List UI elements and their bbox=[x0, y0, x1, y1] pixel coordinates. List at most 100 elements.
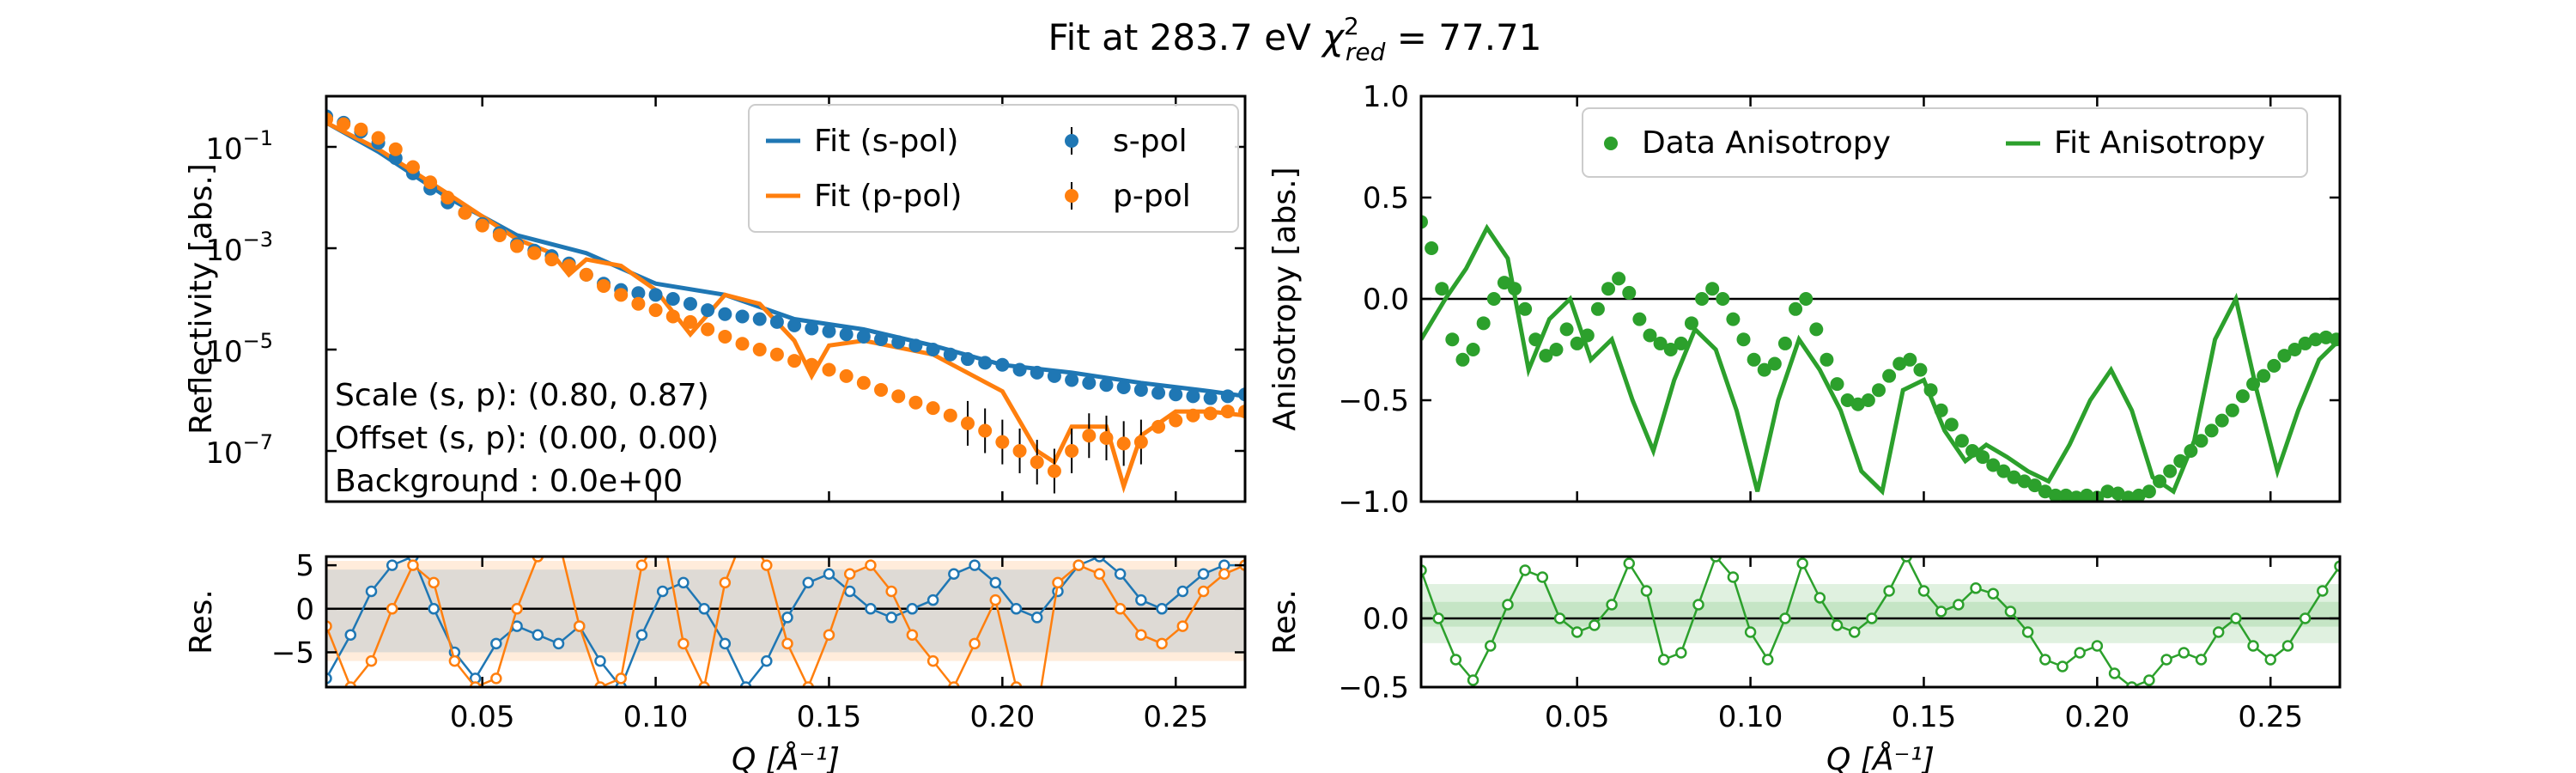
residual-point bbox=[2299, 612, 2312, 624]
data-point-p-pol bbox=[839, 368, 854, 383]
data-point-p-pol bbox=[908, 395, 923, 410]
x-tick-label: 0.15 bbox=[797, 700, 862, 734]
residual-point bbox=[1640, 585, 1653, 597]
data-anisotropy-point bbox=[2257, 368, 2271, 383]
data-point-s-pol bbox=[1203, 391, 1218, 405]
y-tick-label: −0.5 bbox=[1338, 671, 1409, 705]
data-anisotropy-point bbox=[1612, 271, 1626, 286]
data-anisotropy-point bbox=[1435, 282, 1449, 296]
x-tick-label: 0.15 bbox=[1892, 700, 1957, 734]
data-point-s-pol bbox=[1238, 387, 1245, 402]
data-anisotropy-point bbox=[2267, 358, 2281, 373]
data-point-p-pol bbox=[648, 303, 663, 318]
data-point-s-pol bbox=[1082, 375, 1097, 390]
data-point-p-pol bbox=[544, 253, 559, 267]
residual-point bbox=[927, 593, 939, 606]
data-point-p-pol bbox=[752, 343, 767, 356]
residual-anisotropy-plot-area bbox=[1421, 557, 2340, 687]
residual-point bbox=[1917, 585, 1930, 597]
residual-point bbox=[386, 559, 398, 571]
residual-point bbox=[698, 603, 710, 615]
data-point-p-pol bbox=[665, 309, 680, 324]
data-anisotropy-point bbox=[2038, 484, 2052, 499]
fit-annotation: Background : 0.0e+00 bbox=[335, 464, 683, 499]
residual-point bbox=[1762, 654, 1774, 666]
residual-point bbox=[1218, 568, 1230, 581]
residual-point bbox=[656, 585, 669, 598]
residual-point bbox=[761, 559, 773, 571]
data-anisotropy-point bbox=[2194, 434, 2208, 448]
data-anisotropy-point bbox=[1486, 292, 1501, 306]
data-point-p-pol bbox=[1169, 413, 1183, 428]
data-anisotropy-point bbox=[2059, 488, 2074, 502]
residual-point bbox=[2021, 626, 2034, 638]
y-tick-label: −5 bbox=[271, 636, 314, 670]
residual-point bbox=[594, 654, 606, 667]
data-point-s-pol bbox=[960, 352, 975, 367]
residual-point bbox=[1866, 612, 1878, 624]
anisotropy-panel: −1.0 −0.5 0.0 0.5 1.0 Anisotropy [abs.] Data A… bbox=[1267, 80, 2342, 520]
residual-reflectivity-plot-area bbox=[326, 557, 1245, 687]
residual-point bbox=[1072, 559, 1084, 571]
data-point-p-pol bbox=[510, 239, 525, 253]
data-anisotropy-point bbox=[1622, 285, 1637, 300]
y-tick-label: 0.0 bbox=[1363, 283, 1409, 317]
residual-point bbox=[1156, 603, 1168, 615]
residual-point bbox=[490, 673, 502, 685]
data-point-p-pol bbox=[354, 122, 368, 137]
residual-point bbox=[781, 637, 793, 650]
data-point-p-pol bbox=[562, 259, 576, 273]
data-anisotropy-point bbox=[2308, 332, 2323, 347]
figure-title: Fit at 283.7 eV χ2 red = 77.71 bbox=[1048, 12, 1542, 66]
data-anisotropy-point bbox=[2184, 444, 2198, 458]
data-point-s-pol bbox=[805, 321, 819, 336]
data-point-p-pol bbox=[614, 288, 629, 302]
x-tick-label: 0.05 bbox=[450, 700, 515, 734]
residual-reflectivity-panel: −5 0 5 0.05 0.10 0.15 0.20 0.25 Res. Q [Å⁻¹] bbox=[184, 549, 1247, 773]
data-point-s-pol bbox=[631, 286, 646, 301]
data-point-p-pol bbox=[631, 296, 646, 311]
data-point-p-pol bbox=[337, 117, 351, 131]
residual-point bbox=[1197, 568, 1210, 581]
data-anisotropy-point bbox=[2100, 484, 2115, 499]
data-anisotropy-point bbox=[2298, 336, 2312, 350]
fit-annotation: Scale (s, p): (0.80, 0.87) bbox=[335, 378, 709, 413]
y-tick-label: 0.5 bbox=[1363, 181, 1409, 216]
data-anisotropy-point bbox=[1767, 356, 1782, 371]
residual-point bbox=[865, 559, 877, 571]
data-point-p-pol bbox=[683, 314, 697, 329]
data-anisotropy-point bbox=[2080, 488, 2094, 502]
data-anisotropy-point bbox=[2121, 490, 2136, 502]
legend-marker-p-pol bbox=[1065, 189, 1078, 203]
x-axis-label: Q [Å⁻¹] bbox=[732, 740, 840, 773]
residual-point bbox=[843, 568, 856, 581]
data-anisotropy-point bbox=[2287, 343, 2302, 356]
residual-point bbox=[1553, 612, 1566, 624]
data-point-p-pol bbox=[440, 191, 455, 204]
data-point-p-pol bbox=[1133, 435, 1148, 449]
residual-point bbox=[1030, 612, 1043, 624]
residual-point bbox=[2195, 654, 2208, 666]
data-point-p-pol bbox=[597, 278, 611, 293]
data-anisotropy-point bbox=[2225, 403, 2239, 417]
data-point-p-pol bbox=[326, 112, 333, 126]
y-tick-label: 10−5 bbox=[205, 329, 273, 369]
residual-point bbox=[1657, 654, 1670, 666]
legend-box bbox=[748, 104, 1239, 233]
data-anisotropy-point bbox=[1976, 450, 1990, 465]
residual-point bbox=[1744, 626, 1757, 638]
residual-point bbox=[407, 559, 419, 571]
data-anisotropy-point bbox=[1716, 292, 1730, 306]
y-tick-exponent: −7 bbox=[243, 430, 273, 454]
data-point-p-pol bbox=[1238, 405, 1245, 419]
data-point-s-pol bbox=[1099, 378, 1114, 393]
data-point-p-pol bbox=[960, 416, 975, 430]
data-point-s-pol bbox=[1065, 373, 1079, 387]
data-anisotropy-point bbox=[1695, 292, 1710, 306]
data-anisotropy-point bbox=[1934, 403, 1948, 417]
residual-point bbox=[1589, 619, 1601, 631]
residual-point bbox=[823, 568, 835, 581]
data-point-s-pol bbox=[735, 309, 750, 324]
data-point-p-pol bbox=[943, 408, 957, 423]
data-anisotropy-point bbox=[1643, 328, 1657, 343]
